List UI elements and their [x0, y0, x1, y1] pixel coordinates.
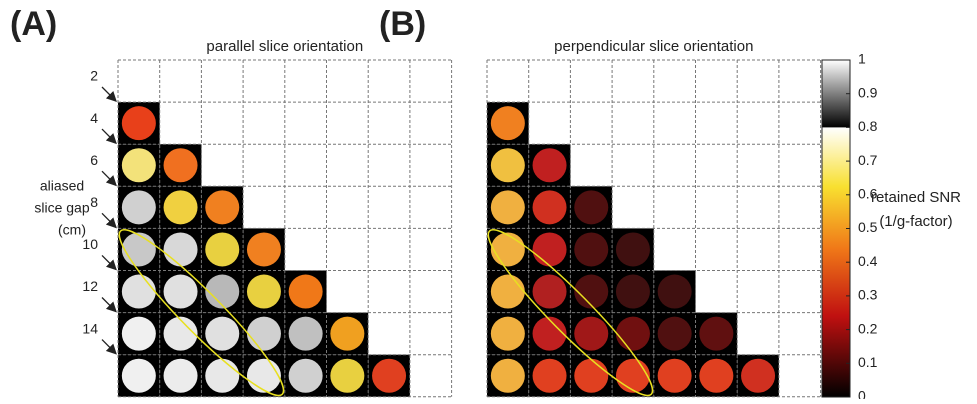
image-cell: [247, 275, 281, 309]
panel-letter: (B): [379, 5, 426, 43]
image-cell: [289, 317, 323, 351]
image-cell: [574, 190, 608, 224]
row-arrow: [102, 298, 116, 312]
image-cell: [616, 359, 650, 393]
image-cell: [658, 317, 692, 351]
image-cell: [491, 317, 525, 351]
row-label: 2: [90, 68, 98, 84]
image-cell: [616, 275, 650, 309]
image-cell: [164, 232, 198, 266]
image-cell: [741, 359, 775, 393]
image-cell: [205, 359, 239, 393]
image-cell: [533, 190, 567, 224]
image-cell: [574, 275, 608, 309]
image-cell: [658, 275, 692, 309]
row-arrow: [102, 171, 116, 185]
colorbar-tick-label: 1: [858, 51, 866, 67]
image-cell: [247, 232, 281, 266]
image-cell: [205, 190, 239, 224]
image-cell: [616, 232, 650, 266]
axis-label: (cm): [58, 222, 86, 238]
row-arrow: [102, 213, 116, 227]
image-cell: [533, 317, 567, 351]
image-cell: [533, 275, 567, 309]
row-arrow: [102, 87, 116, 101]
colorbar-label: retained SNR: [871, 189, 961, 206]
colorbar-tick-label: 0.9: [858, 84, 878, 100]
image-cell: [574, 232, 608, 266]
colorbar-tick-label: 0.8: [858, 118, 878, 134]
row-label: 10: [82, 236, 98, 252]
image-cell: [122, 232, 156, 266]
row-arrow: [102, 255, 116, 269]
image-cell: [122, 275, 156, 309]
image-cell: [164, 359, 198, 393]
image-cell: [164, 190, 198, 224]
panel-title: parallel slice orientation: [206, 38, 363, 55]
colorbar-label: (1/g-factor): [879, 213, 952, 230]
image-cell: [372, 359, 406, 393]
image-cell: [491, 359, 525, 393]
image-cell: [122, 106, 156, 140]
image-cell: [289, 275, 323, 309]
row-label: 14: [82, 320, 98, 336]
colorbar-tick-label: 0.4: [858, 253, 878, 269]
image-cell: [122, 190, 156, 224]
image-cell: [491, 190, 525, 224]
image-cell: [616, 317, 650, 351]
colorbar-tick-label: 0.3: [858, 287, 878, 303]
image-cell: [491, 275, 525, 309]
image-cell: [122, 317, 156, 351]
colorbar-tick-label: 0: [858, 388, 866, 399]
image-cell: [205, 232, 239, 266]
axis-label: aliased: [40, 178, 84, 194]
colorbar-tick-label: 0.7: [858, 152, 878, 168]
image-cell: [205, 275, 239, 309]
image-cell: [247, 317, 281, 351]
image-cell: [533, 359, 567, 393]
image-cell: [164, 317, 198, 351]
row-arrow: [102, 129, 116, 143]
image-cell: [491, 148, 525, 182]
image-cell: [122, 359, 156, 393]
image-cell: [491, 106, 525, 140]
image-cell: [289, 359, 323, 393]
panel-title: perpendicular slice orientation: [554, 38, 753, 55]
figure: (A) parallel slice orientation (B) perpendi…: [0, 0, 977, 399]
image-cell: [658, 359, 692, 393]
image-cell: [330, 317, 364, 351]
axis-label: slice gap: [34, 200, 89, 216]
image-cell: [164, 148, 198, 182]
panel-letter: (A): [10, 5, 57, 43]
colorbar-gray: [822, 60, 850, 127]
image-cell: [247, 359, 281, 393]
row-label: 8: [90, 194, 98, 210]
image-cell: [205, 317, 239, 351]
colorbar-hot: [822, 127, 850, 397]
image-cell: [699, 359, 733, 393]
image-cell: [330, 359, 364, 393]
image-cell: [699, 317, 733, 351]
image-cell: [574, 317, 608, 351]
row-label: 12: [82, 278, 98, 294]
image-cell: [491, 232, 525, 266]
colorbar-tick-label: 0.2: [858, 320, 878, 336]
image-cell: [122, 148, 156, 182]
image-cell: [574, 359, 608, 393]
image-cell: [533, 232, 567, 266]
colorbar-tick-label: 0.5: [858, 219, 878, 235]
image-cell: [164, 275, 198, 309]
colorbar-tick-label: 0.1: [858, 354, 878, 370]
row-label: 6: [90, 152, 98, 168]
row-label: 4: [90, 110, 98, 126]
row-arrow: [102, 340, 116, 354]
image-cell: [533, 148, 567, 182]
